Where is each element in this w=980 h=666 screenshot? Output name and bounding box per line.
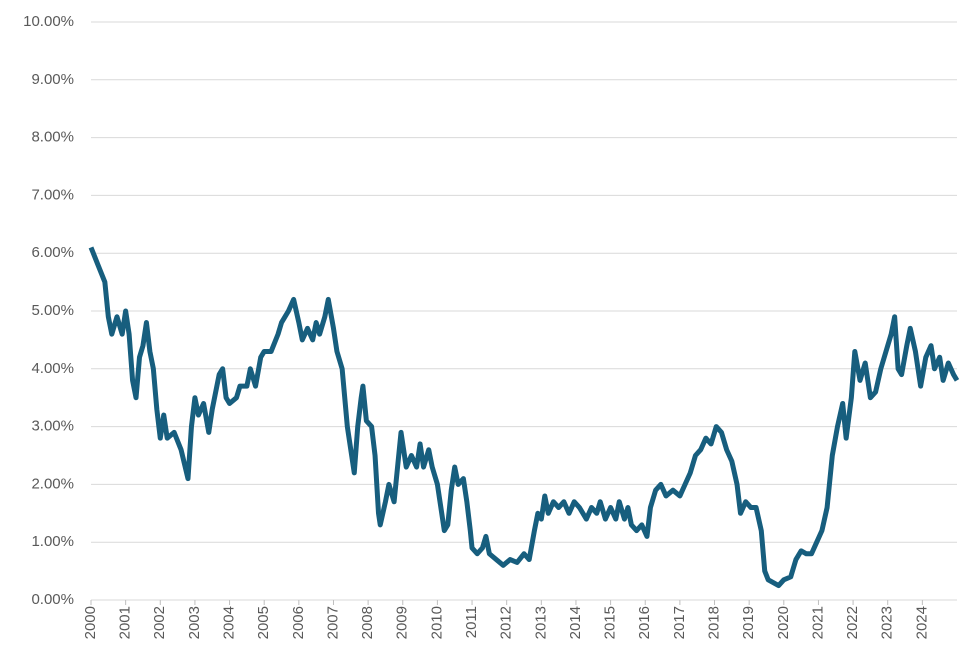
x-tick-label: 2020: [775, 606, 792, 639]
x-tick-label: 2011: [463, 606, 480, 638]
y-tick-label: 0.00%: [31, 591, 74, 608]
x-tick-label: 2019: [740, 606, 757, 639]
x-tick-label: 2007: [324, 606, 341, 639]
y-tick-label: 7.00%: [31, 186, 74, 203]
y-tick-label: 3.00%: [31, 418, 74, 435]
x-tick-label: 2022: [844, 606, 861, 639]
x-tick-label: 2009: [394, 606, 411, 639]
x-tick-label: 2021: [809, 606, 826, 639]
y-tick-label: 6.00%: [31, 244, 74, 261]
x-tick-label: 2013: [532, 606, 549, 639]
y-tick-label: 10.00%: [23, 13, 74, 30]
x-tick-label: 2014: [567, 606, 584, 639]
y-tick-label: 4.00%: [31, 360, 74, 377]
x-tick-label: 2001: [117, 606, 134, 639]
y-tick-label: 5.00%: [31, 302, 74, 319]
x-tick-label: 2016: [636, 606, 653, 639]
x-tick-label: 2005: [255, 606, 272, 639]
x-tick-label: 2000: [82, 606, 99, 639]
x-tick-label: 2008: [359, 606, 376, 639]
x-tick-label: 2003: [186, 606, 203, 639]
x-tick-label: 2004: [221, 606, 238, 639]
x-tick-label: 2006: [290, 606, 307, 639]
x-tick-label: 2017: [671, 606, 688, 639]
y-tick-label: 9.00%: [31, 71, 74, 88]
y-tick-label: 1.00%: [31, 533, 74, 550]
y-tick-label: 2.00%: [31, 475, 74, 492]
x-tick-label: 2002: [151, 606, 168, 639]
x-tick-label: 2023: [879, 606, 896, 639]
x-tick-label: 2024: [913, 606, 930, 639]
x-tick-label: 2018: [705, 606, 722, 639]
y-tick-label: 8.00%: [31, 129, 74, 146]
x-tick-label: 2015: [602, 606, 619, 639]
x-tick-label: 2012: [498, 606, 515, 639]
series-line: [88, 246, 960, 589]
x-tick-label: 2010: [428, 606, 445, 639]
